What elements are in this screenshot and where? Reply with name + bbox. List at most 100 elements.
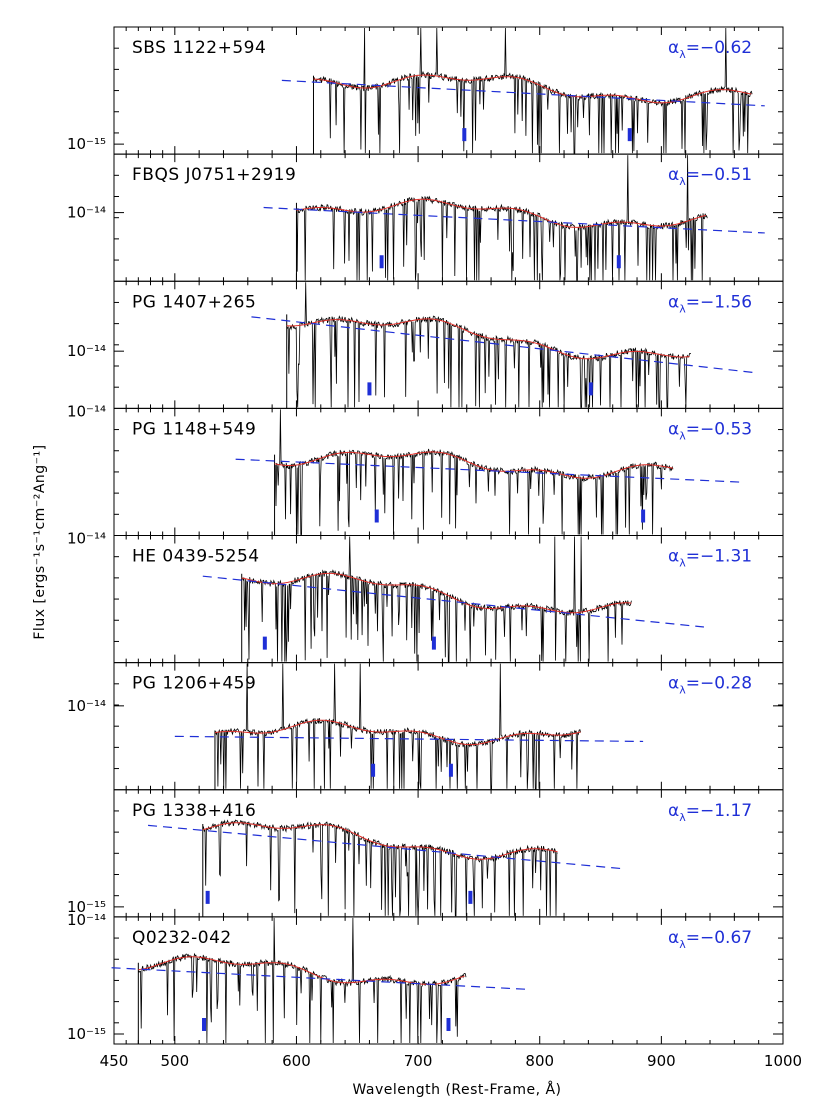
alpha-symbol: α: [668, 928, 679, 948]
alpha-subscript: λ: [679, 557, 686, 570]
continuum-fit-line: [138, 956, 465, 985]
x-tick-label: 700: [404, 1052, 433, 1070]
power-law-fit-line: [281, 79, 765, 107]
alpha-subscript: λ: [679, 48, 686, 61]
y-tick-label: 10⁻¹⁵: [67, 898, 106, 916]
alpha-symbol: α: [668, 674, 679, 694]
line-marker: [374, 509, 379, 523]
alpha-label: αλ=−0.28: [668, 674, 752, 697]
line-marker: [371, 763, 376, 777]
spectrum-line: [296, 155, 708, 281]
x-tick-label: 600: [282, 1052, 311, 1070]
x-tick-label: 900: [647, 1052, 676, 1070]
alpha-subscript: λ: [679, 938, 686, 951]
line-marker: [446, 1018, 451, 1031]
alpha-label: αλ=−1.31: [668, 547, 752, 570]
alpha-subscript: λ: [679, 429, 686, 442]
alpha-value: =−0.62: [686, 38, 752, 58]
line-marker: [627, 128, 632, 142]
alpha-label: αλ=−0.51: [668, 165, 752, 188]
continuum-fit-line: [296, 198, 707, 228]
quasar-name-label: Q0232-042: [132, 928, 232, 948]
continuum-fit-line: [274, 451, 674, 479]
line-marker: [379, 255, 384, 269]
spectrum-line: [214, 663, 581, 790]
x-axis-title: Wavelength (Rest-Frame, Å): [352, 1081, 561, 1098]
line-marker: [431, 636, 436, 650]
alpha-value: =−1.17: [686, 801, 752, 821]
alpha-value: =−0.53: [686, 419, 752, 439]
y-tick-label: 10⁻¹⁴: [67, 530, 106, 548]
power-law-fit-line: [111, 967, 528, 990]
alpha-value: =−0.51: [686, 165, 752, 185]
alpha-symbol: α: [668, 547, 679, 567]
alpha-symbol: α: [668, 38, 679, 58]
power-law-fit-line: [235, 458, 741, 483]
alpha-subscript: λ: [679, 811, 686, 824]
alpha-label: αλ=−0.53: [668, 419, 752, 442]
quasar-name-label: HE 0439-5254: [132, 547, 260, 567]
line-marker: [367, 382, 372, 396]
line-marker: [262, 636, 267, 650]
spectrum-panel: 10⁻¹⁴ PG 1407+265 αλ=−1.56: [67, 280, 784, 409]
alpha-value: =−0.67: [686, 928, 752, 948]
alpha-symbol: α: [668, 292, 679, 312]
power-law-fit-line: [174, 735, 644, 743]
continuum-fit-line: [202, 822, 558, 860]
spectrum-panel: 10⁻¹⁵ SBS 1122+594 αλ=−0.62: [67, 26, 784, 155]
x-tick-label: 500: [160, 1052, 189, 1070]
continuum-fit-line: [286, 318, 690, 360]
quasar-name-label: FBQS J0751+2919: [132, 165, 296, 185]
y-tick-label: 10⁻¹⁴: [67, 697, 106, 715]
y-tick-label: 10⁻¹⁴: [67, 911, 106, 929]
x-tick-label: 800: [525, 1052, 554, 1070]
alpha-label: αλ=−0.62: [668, 38, 752, 61]
line-marker: [616, 255, 621, 269]
line-marker: [641, 509, 646, 523]
alpha-symbol: α: [668, 801, 679, 821]
y-tick-label: 10⁻¹⁵: [67, 135, 106, 153]
quasar-name-label: SBS 1122+594: [132, 38, 266, 58]
alpha-label: αλ=−1.17: [668, 801, 752, 824]
alpha-subscript: λ: [679, 684, 686, 697]
x-tick-label: 1000: [764, 1052, 802, 1070]
spectrum-panel: 10⁻¹⁴ PG 1206+459 αλ=−0.28: [67, 662, 784, 791]
alpha-label: αλ=−0.67: [668, 928, 752, 951]
spectrum-panel: 10⁻¹⁵ 10⁻¹⁴ Q0232-042 αλ=−0.67: [67, 911, 784, 1045]
alpha-value: =−0.28: [686, 674, 752, 694]
y-axis-title: Flux [ergs⁻¹s⁻¹cm⁻²Ang⁻¹]: [32, 444, 48, 639]
quasar-name-label: PG 1206+459: [132, 674, 256, 694]
alpha-label: αλ=−1.56: [668, 292, 752, 315]
line-marker: [202, 1018, 207, 1031]
line-marker: [448, 763, 453, 777]
spectrum-line: [313, 27, 753, 154]
y-tick-label: 10⁻¹⁴: [67, 402, 106, 420]
spectrum-line: [202, 819, 558, 917]
continuum-fit-line: [313, 74, 752, 104]
continuum-fit-line: [214, 719, 581, 746]
spectrum-line: [286, 282, 692, 408]
power-law-fit-line: [251, 316, 757, 374]
x-axis: 450 500 600 700 800 900 1000: [100, 1052, 802, 1070]
line-marker: [205, 890, 210, 904]
x-tick-label: 450: [100, 1052, 129, 1070]
spectrum-panel: 10⁻¹⁵ PG 1338+416 αλ=−1.17: [67, 789, 784, 918]
power-law-fit-line: [263, 206, 765, 234]
alpha-symbol: α: [668, 165, 679, 185]
spectrum-line: [274, 409, 674, 535]
line-marker: [588, 382, 593, 396]
alpha-value: =−1.56: [686, 292, 752, 312]
quasar-name-label: PG 1407+265: [132, 292, 256, 312]
spectrum-panel: 10⁻¹⁴ FBQS J0751+2919 αλ=−0.51: [67, 153, 784, 282]
alpha-subscript: λ: [679, 302, 686, 315]
y-tick-label: 10⁻¹⁴: [67, 342, 106, 360]
line-marker: [462, 128, 467, 142]
quasar-name-label: PG 1338+416: [132, 801, 256, 821]
spectrum-line: [241, 536, 632, 662]
y-tick-label: 10⁻¹⁵: [67, 1025, 106, 1043]
continuum-fit-line: [241, 572, 632, 614]
spectrum-panel: 10⁻¹⁴ HE 0439-5254 αλ=−1.31: [67, 530, 784, 664]
power-law-fit-line: [148, 824, 622, 870]
spectrum-panel: 10⁻¹⁴ PG 1148+549 αλ=−0.53: [67, 402, 784, 536]
